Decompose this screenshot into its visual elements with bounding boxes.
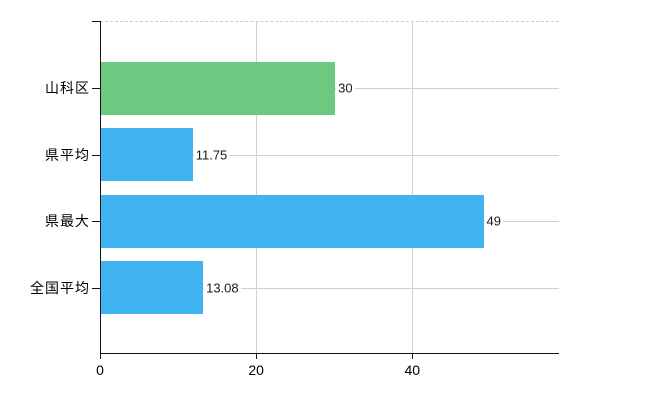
h-gridline xyxy=(100,287,559,289)
h-gridline xyxy=(100,154,559,156)
x-tick-label: 40 xyxy=(404,362,421,378)
y-tick xyxy=(92,221,100,223)
bar xyxy=(101,261,204,315)
v-gridline xyxy=(256,22,258,353)
x-tick-label: 0 xyxy=(96,362,104,378)
v-gridline xyxy=(412,22,414,353)
y-tick xyxy=(92,154,100,156)
category-label: 県平均 xyxy=(45,146,90,163)
x-tick xyxy=(100,354,101,359)
y-tick xyxy=(92,287,100,289)
x-tick xyxy=(412,354,414,359)
plot-area: 0 20 40 30 山科区 11.75 県平均 49 県最大 13.08 全国平均 xyxy=(30,21,559,378)
bar-value-label: 30 xyxy=(336,80,355,96)
x-tick xyxy=(256,354,258,359)
bar xyxy=(101,61,336,115)
category-label: 山科区 xyxy=(45,80,90,97)
y-axis-top-tick xyxy=(92,21,100,22)
y-axis-line xyxy=(100,21,101,354)
y-tick xyxy=(92,88,100,90)
category-label: 全国平均 xyxy=(30,279,90,296)
bar xyxy=(101,194,484,248)
x-axis-line xyxy=(100,353,559,354)
category-label: 県最大 xyxy=(45,213,90,230)
bar-value-label: 49 xyxy=(484,213,503,229)
bar xyxy=(101,128,193,182)
bar-value-label: 11.75 xyxy=(193,147,230,163)
x-tick-label: 20 xyxy=(248,362,264,378)
bar-value-label: 13.08 xyxy=(204,280,241,296)
plot-top-border xyxy=(100,21,559,22)
